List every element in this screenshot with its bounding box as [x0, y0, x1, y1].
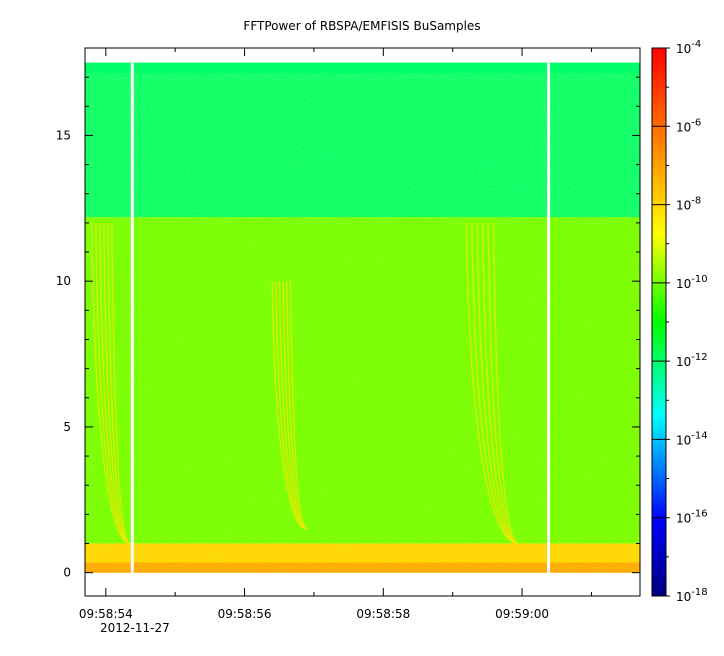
whistler-features — [91, 222, 519, 545]
cbar-tick-label-1: 10-6 — [676, 117, 701, 134]
cbar-tick-label-6: 10-16 — [676, 509, 708, 526]
cbar-tick-label-4: 10-12 — [676, 352, 708, 369]
y-tick-label-3: 15 — [56, 128, 71, 142]
cbar-tick-label-0: 10-4 — [676, 39, 701, 56]
whistler-1-trace-4 — [286, 281, 308, 530]
whistler-2-trace-0 — [465, 222, 519, 545]
whistler-2-trace-5 — [492, 222, 519, 545]
chart-title: FFTPower of RBSPA/EMFISIS BuSamples — [243, 19, 480, 33]
cbar-tick-label-5: 10-14 — [676, 430, 708, 447]
cbar-tick-label-3: 10-10 — [676, 274, 708, 291]
colorbar: 10-4 10-6 10-8 10-10 10-12 10-14 10-16 10-18 — [651, 39, 708, 604]
whistler-0-trace-2 — [99, 222, 131, 545]
whistler-0-trace-4 — [107, 222, 131, 545]
cbar-tick-label-2: 10-8 — [676, 196, 701, 213]
x-tick-label-2: 09:58:58 — [356, 607, 410, 621]
cbar-tick-label-7: 10-18 — [676, 587, 708, 604]
y-tick-label-2: 10 — [56, 274, 71, 288]
whistler-2-trace-1 — [471, 222, 519, 545]
whistler-2-trace-3 — [482, 222, 519, 545]
data-gap-0 — [130, 62, 134, 573]
whistler-1-trace-3 — [282, 281, 308, 530]
x-tick-label-1: 09:58:56 — [218, 607, 272, 621]
colorbar-gradient — [651, 47, 667, 597]
x-date-label: 2012-11-27 — [100, 621, 170, 635]
data-gaps — [130, 62, 551, 573]
whistler-0-trace-5 — [111, 222, 131, 545]
whistler-1-trace-5 — [289, 281, 308, 530]
plot-frame — [84, 47, 641, 597]
y-tick-label-1: 5 — [63, 420, 71, 434]
data-gap-1 — [547, 62, 551, 573]
x-axis: 09:58:54 09:58:56 09:58:58 09:59:00 — [79, 48, 592, 621]
y-axis: 0 5 10 15 — [56, 76, 640, 580]
plot-area — [85, 62, 640, 573]
whistler-2-trace-4 — [487, 222, 519, 545]
x-tick-label-0: 09:58:54 — [79, 607, 133, 621]
y-tick-label-0: 0 — [63, 566, 71, 580]
colorbar-ticks: 10-4 10-6 10-8 10-10 10-12 10-14 10-16 10-18 — [652, 39, 708, 604]
whistler-2-trace-2 — [476, 222, 519, 545]
noise-speckle — [85, 73, 640, 571]
whistler-0-trace-1 — [95, 222, 131, 545]
whistler-0-trace-3 — [103, 222, 131, 545]
x-tick-label-3: 09:59:00 — [495, 607, 549, 621]
